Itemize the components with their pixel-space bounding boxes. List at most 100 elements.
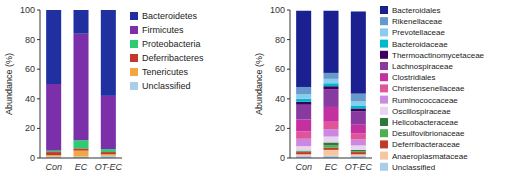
bar-segment xyxy=(323,11,338,73)
y-tick-label: 100 xyxy=(270,5,285,15)
x-tick-label: EC xyxy=(325,162,338,172)
bar-segment xyxy=(296,94,311,98)
bar-segment xyxy=(46,155,61,156)
bar-segment xyxy=(351,154,366,155)
x-axis-line xyxy=(290,158,372,159)
bar-segment xyxy=(323,150,338,156)
legend-label: Lachnospiraceae xyxy=(392,62,453,71)
legend-label: Desulfovibrionaceae xyxy=(392,129,465,138)
y-tick xyxy=(287,10,290,11)
y-tick-label: 40 xyxy=(275,94,285,104)
y-tick xyxy=(37,10,40,11)
bar-segment xyxy=(323,142,338,145)
legend-label: Bacteroidales xyxy=(392,6,440,15)
legend-label: Bacteroidaceae xyxy=(392,40,448,49)
bar-segment xyxy=(296,154,311,155)
bar-segment xyxy=(101,149,116,152)
y-tick xyxy=(37,128,40,129)
bar-segment xyxy=(351,105,366,108)
y-tick-label: 80 xyxy=(25,35,35,45)
legend-label: Anaeroplasmataceae xyxy=(392,152,468,161)
bar-segment xyxy=(296,102,311,105)
legend: BacteroidetesFirmicutesProteobacteriaDef… xyxy=(130,11,204,91)
bar-segment xyxy=(296,87,311,94)
legend-swatch xyxy=(130,40,138,48)
x-tick-label: Con xyxy=(295,162,312,172)
chart-1: 020406080100ConECOT-ECAbundance (%)Bacte… xyxy=(254,5,485,172)
y-tick-label: 40 xyxy=(25,94,35,104)
y-tick-label: 0 xyxy=(280,153,285,163)
y-axis-line xyxy=(40,10,41,158)
legend-swatch xyxy=(130,26,138,34)
legend-swatch xyxy=(380,140,388,148)
y-tick xyxy=(287,158,290,159)
bar-segment xyxy=(296,152,311,154)
chart-0: 020406080100ConECOT-ECAbundance (%)Bacte… xyxy=(4,5,204,172)
legend-label: Thermoactinomycetaceae xyxy=(392,51,485,60)
legend-swatch xyxy=(380,40,388,48)
y-tick xyxy=(37,69,40,70)
legend-label: Tenericutes xyxy=(142,67,189,77)
bar-segment xyxy=(351,94,366,101)
bar-segment xyxy=(101,96,116,149)
bar-segment xyxy=(351,140,366,146)
y-tick-label: 20 xyxy=(25,123,35,133)
legend-swatch xyxy=(380,73,388,81)
bar-segment xyxy=(73,34,88,141)
y-tick xyxy=(287,128,290,129)
legend-swatch xyxy=(130,68,138,76)
legend-swatch xyxy=(380,17,388,25)
chart-canvas: 0 20 40 60 80 100 Con EC OT-EC Abundance (%) Bacte… xyxy=(0,0,505,182)
legend-label: Helicobacteraceae xyxy=(392,118,459,127)
bar-segment xyxy=(351,145,366,149)
legend-label: Proteobacteria xyxy=(142,39,201,49)
bar-segment xyxy=(73,10,88,34)
bar-segment xyxy=(73,140,88,148)
y-tick xyxy=(37,98,40,99)
x-tick-label: OT-EC xyxy=(95,162,123,172)
bar-segment xyxy=(296,99,311,102)
legend-label: Prevotellaceae xyxy=(392,28,445,37)
bar-segment xyxy=(73,148,88,150)
bar-segment xyxy=(323,79,338,83)
bar-segment xyxy=(296,151,311,153)
legend-swatch xyxy=(380,62,388,70)
bar-segment xyxy=(296,131,311,138)
legend-label: Deferribacteres xyxy=(142,53,204,63)
legend-swatch xyxy=(380,129,388,137)
legend-swatch xyxy=(380,152,388,160)
bar-segment xyxy=(323,148,338,150)
bar-segment xyxy=(46,84,61,151)
bar-segment xyxy=(351,101,366,105)
y-axis-label: Abundance (%) xyxy=(254,53,264,115)
legend-swatch xyxy=(380,96,388,104)
bar-segment xyxy=(73,151,88,157)
legend-swatch xyxy=(380,6,388,14)
y-tick-label: 20 xyxy=(275,123,285,133)
bar-segment xyxy=(323,122,338,129)
legend-label: Christensenellaceae xyxy=(392,84,465,93)
bar-segment xyxy=(351,134,366,140)
bar-segment xyxy=(46,10,61,84)
x-tick-label: OT-EC xyxy=(345,162,373,172)
legend-label: Unclassified xyxy=(392,163,435,172)
bar-segment xyxy=(351,11,366,93)
legend-swatch xyxy=(380,84,388,92)
legend-swatch xyxy=(130,12,138,20)
bar-segment xyxy=(323,137,338,143)
bar-segment xyxy=(46,151,61,152)
legend-label: Bacteroidetes xyxy=(142,11,198,21)
bars xyxy=(46,10,116,158)
bar-segment xyxy=(351,111,366,124)
bar-segment xyxy=(351,151,366,153)
bar-segment xyxy=(323,129,338,136)
y-tick xyxy=(37,158,40,159)
y-tick-label: 60 xyxy=(25,64,35,74)
legend-swatch xyxy=(130,82,138,90)
legend-label: Clostridiales xyxy=(392,73,436,82)
bar-segment xyxy=(323,86,338,89)
legend-swatch xyxy=(380,28,388,36)
y-tick xyxy=(287,39,290,40)
bar-segment xyxy=(296,11,311,87)
y-tick-label: 100 xyxy=(20,5,35,15)
